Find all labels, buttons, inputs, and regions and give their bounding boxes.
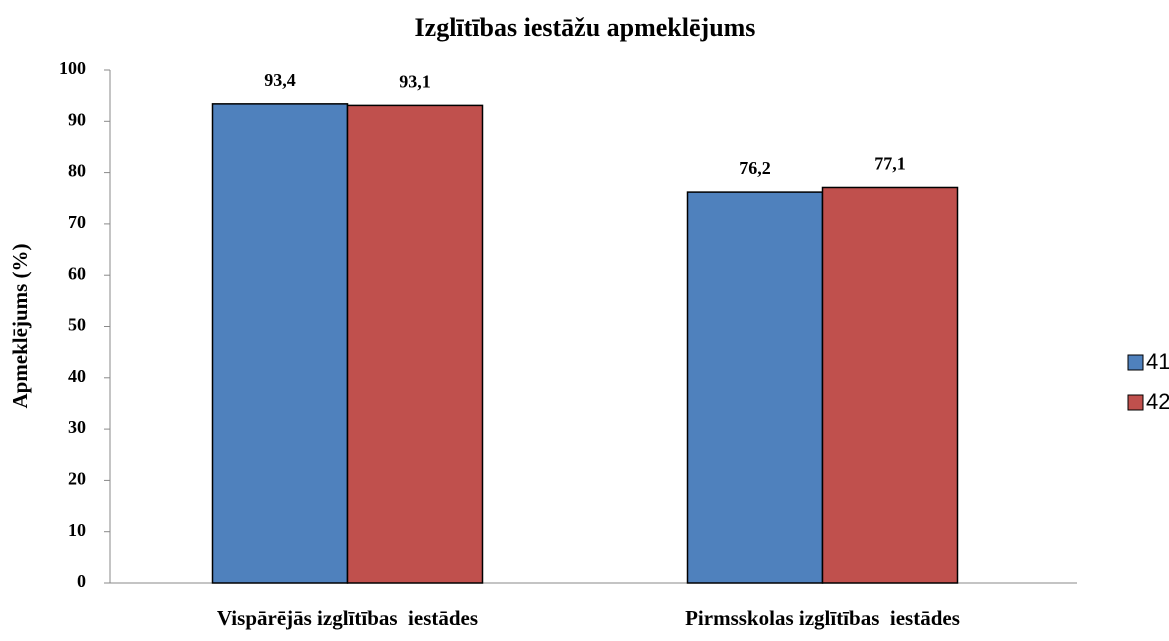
y-tick-label: 10 xyxy=(68,520,86,540)
value-label: 76,2 xyxy=(739,158,771,178)
y-tick-label: 90 xyxy=(68,109,86,129)
x-tick-label: Vispārējās izglītības iestādes xyxy=(217,606,478,630)
legend-swatch xyxy=(1127,394,1144,411)
y-axis-title: Apmeklējums (%) xyxy=(8,243,32,408)
value-label: 77,1 xyxy=(874,154,906,174)
value-label: 93,1 xyxy=(399,72,431,92)
y-tick-label: 50 xyxy=(68,315,86,335)
bar xyxy=(821,186,959,584)
y-tick-label: 30 xyxy=(68,417,86,437)
legend-swatch xyxy=(1127,354,1144,371)
legend-label: 42. xyxy=(1146,389,1169,414)
value-label: 93,4 xyxy=(264,70,296,90)
bar xyxy=(346,104,484,584)
y-tick-label: 100 xyxy=(59,58,86,78)
bar xyxy=(211,103,349,584)
chart-title: Izglītības iestāžu apmeklējums xyxy=(415,13,756,42)
legend-label: 41. xyxy=(1146,349,1169,374)
y-tick-label: 70 xyxy=(68,212,86,232)
y-tick-label: 0 xyxy=(77,571,86,591)
x-tick-label: Pirmsskolas izglītības iestādes xyxy=(685,606,960,630)
y-tick-label: 60 xyxy=(68,263,86,283)
y-tick-label: 80 xyxy=(68,161,86,181)
y-tick-label: 40 xyxy=(68,366,86,386)
bar xyxy=(686,191,824,584)
y-tick-label: 20 xyxy=(68,469,86,489)
